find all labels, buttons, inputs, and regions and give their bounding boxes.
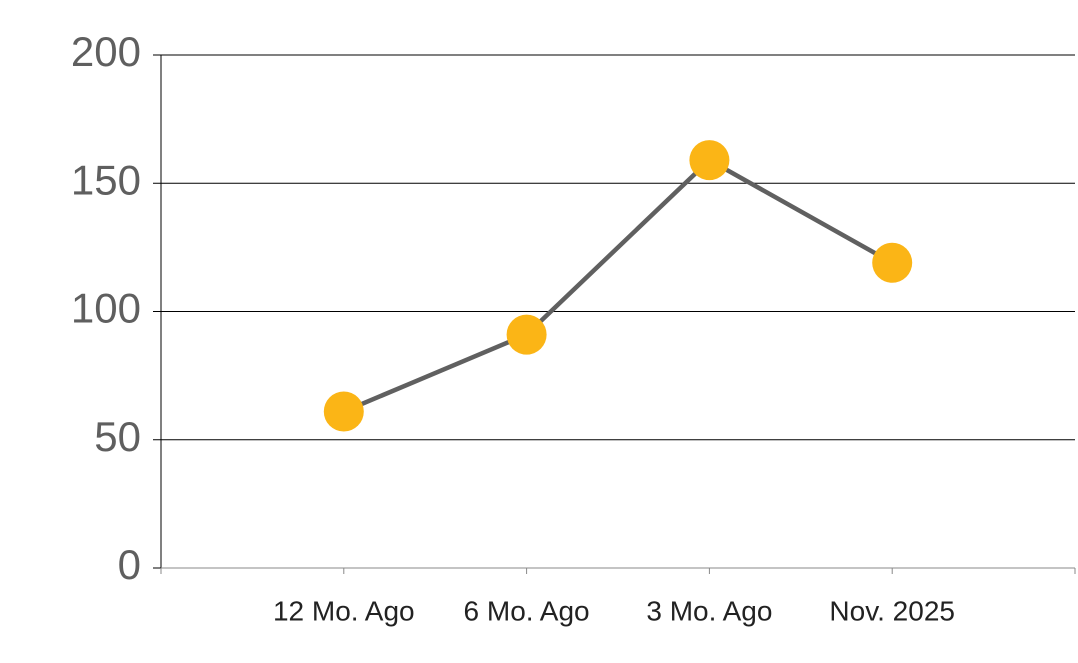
x-tick-label: Nov. 2025 <box>829 595 955 626</box>
y-tick-label: 150 <box>71 156 141 203</box>
x-tick-label: 6 Mo. Ago <box>464 595 590 626</box>
x-tick-label: 12 Mo. Ago <box>273 595 415 626</box>
marker <box>323 391 364 432</box>
x-tick-label: 3 Mo. Ago <box>646 595 772 626</box>
marker <box>689 140 730 181</box>
y-tick-label: 200 <box>71 28 141 75</box>
y-tick-label: 100 <box>71 285 141 332</box>
y-tick-label: 50 <box>94 413 141 460</box>
y-tick-label: 0 <box>118 541 141 588</box>
marker <box>506 314 547 355</box>
marker <box>872 242 913 283</box>
series-line <box>342 157 894 414</box>
